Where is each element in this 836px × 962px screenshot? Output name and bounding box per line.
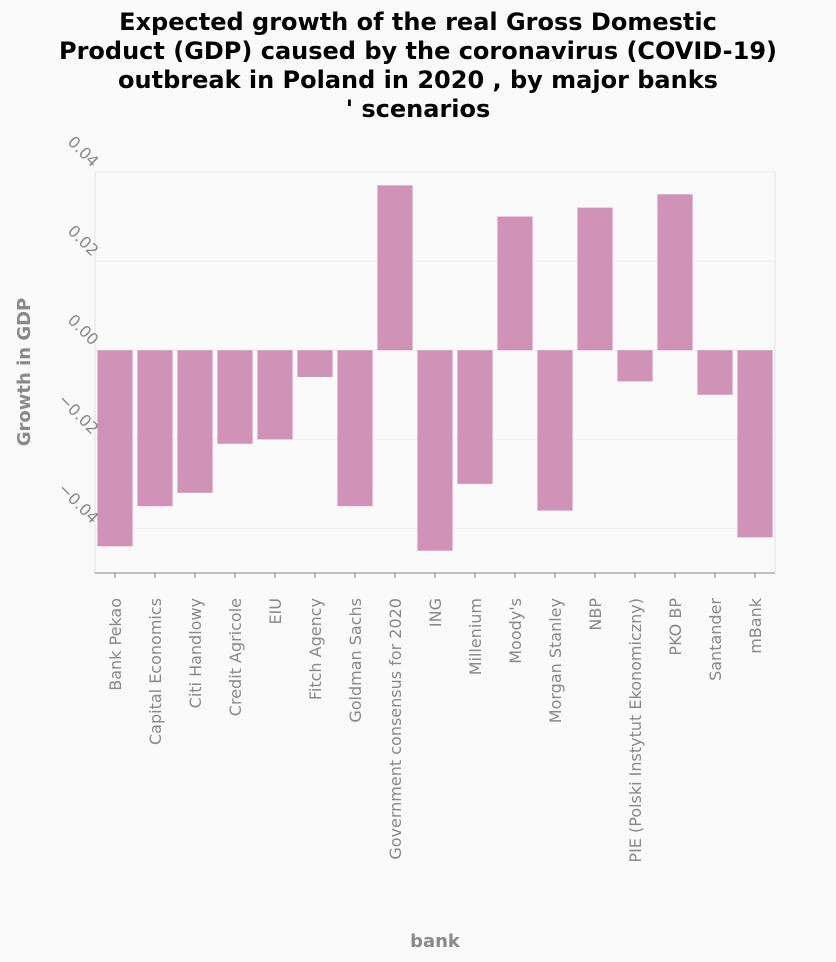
bar [137, 350, 173, 507]
chart-title: Expected growth of the real Gross Domest… [0, 8, 836, 124]
bar [737, 350, 773, 538]
x-tick-label: PIE (Polski Instytut Ekonomiczny) [626, 598, 645, 863]
y-tick-label: 0.00 [64, 310, 103, 349]
chart-title-line: ' scenarios [345, 95, 491, 123]
bar [697, 350, 733, 395]
x-tick-label: NBP [586, 598, 605, 631]
y-tick-label: 0.02 [64, 221, 103, 260]
bar [457, 350, 493, 484]
y-axis-title: Growth in GDP [14, 298, 35, 447]
x-ticks: Bank Pekao Capital Economics Citi Handlowy… [106, 573, 765, 863]
x-tick-label: EIU [266, 598, 285, 625]
bar [337, 350, 373, 507]
bar [177, 350, 213, 493]
chart-title-line: outbreak in Poland in 2020 , by major ba… [118, 66, 718, 94]
x-tick-label: ING [426, 598, 445, 627]
bar [617, 350, 653, 382]
x-tick-label: Fitch Agency [306, 598, 325, 700]
y-tick-label: 0.04 [64, 132, 103, 171]
bar [377, 185, 413, 351]
x-tick-label: Citi Handlowy [186, 598, 205, 708]
bar [97, 350, 133, 547]
x-axis-title: bank [410, 931, 461, 952]
chart-title-line: Product (GDP) caused by the coronavirus … [58, 37, 777, 65]
bar [497, 216, 533, 351]
bars [97, 185, 773, 551]
chart-title-line: Expected growth of the real Gross Domest… [119, 8, 717, 36]
x-tick-label: Capital Economics [146, 598, 165, 745]
x-tick-label: Morgan Stanley [546, 598, 565, 723]
x-tick-label: Moody's [506, 598, 525, 664]
bar [417, 350, 453, 551]
bar [217, 350, 253, 444]
bar [577, 207, 613, 351]
x-tick-label: mBank [746, 597, 765, 654]
x-tick-label: PKO BP [666, 598, 685, 656]
x-tick-label: Credit Agricole [226, 598, 245, 716]
bar [297, 350, 333, 377]
bar [657, 194, 693, 351]
x-tick-label: Santander [706, 598, 725, 681]
x-tick-label: Bank Pekao [106, 598, 125, 691]
x-tick-label: Goldman Sachs [346, 598, 365, 723]
x-tick-label: Government consensus for 2020 [386, 598, 405, 860]
bar [257, 350, 293, 440]
bar [537, 350, 573, 511]
x-tick-label: Millenium [466, 598, 485, 675]
